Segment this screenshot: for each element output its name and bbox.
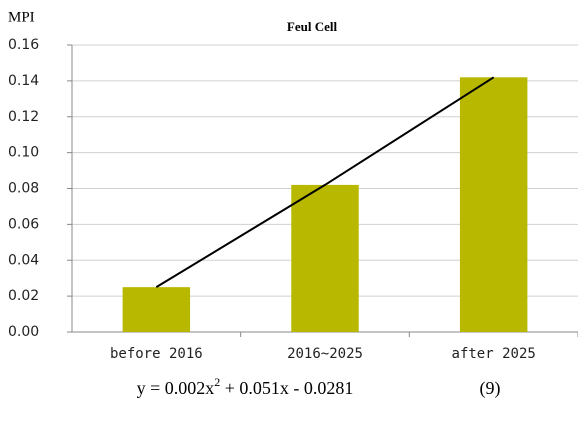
chart-title: Feul Cell bbox=[287, 19, 338, 34]
x-tick-label: after 2025 bbox=[452, 346, 536, 362]
x-tick-label: 2016~2025 bbox=[287, 346, 363, 362]
y-tick-label: 0.12 bbox=[8, 109, 39, 125]
y-tick-label: 0.10 bbox=[8, 145, 39, 161]
y-tick-label: 0.04 bbox=[8, 252, 39, 268]
y-tick-label: 0.06 bbox=[8, 216, 39, 232]
equation-exponent: 2 bbox=[214, 375, 220, 389]
equation-part: y = 0.002x bbox=[137, 378, 215, 398]
y-tick-label: 0.14 bbox=[8, 73, 39, 89]
y-tick-label: 0.16 bbox=[8, 37, 39, 53]
y-axis-label: MPI bbox=[8, 9, 35, 25]
equation-part: + 0.051x - 0.0281 bbox=[220, 378, 353, 398]
bar bbox=[122, 287, 191, 332]
bar bbox=[291, 184, 359, 332]
y-tick-label: 0.00 bbox=[8, 324, 39, 340]
equation: y = 0.002x2 + 0.051x - 0.0281 bbox=[137, 375, 354, 398]
trendline bbox=[155, 76, 495, 289]
equation-number: (9) bbox=[480, 378, 501, 399]
y-tick-label: 0.02 bbox=[8, 288, 39, 304]
y-tick-label: 0.08 bbox=[8, 181, 39, 197]
x-tick-label: before 2016 bbox=[110, 346, 203, 362]
bar bbox=[459, 77, 528, 332]
